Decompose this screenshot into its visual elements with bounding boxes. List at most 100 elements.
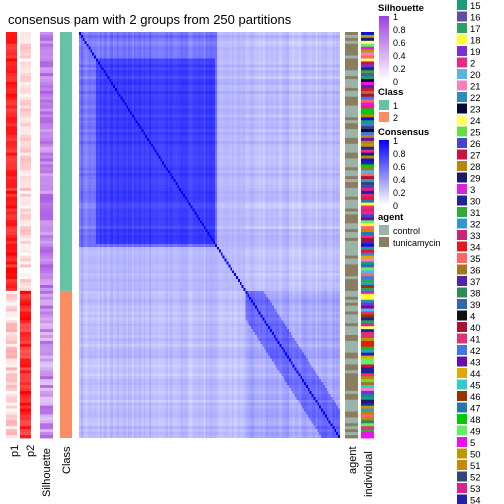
p1-cell [6,243,17,248]
individual-label: 22 [470,93,481,104]
p1-cell [6,299,17,304]
p1-cell [6,161,17,165]
p1-cell [6,335,17,339]
silhouette-cell [40,161,53,165]
silhouette-annotation-column [40,32,53,439]
silhouette-cell [40,308,53,312]
individual-cell [361,402,374,407]
agent-cell [345,314,358,318]
agent-cell [345,364,358,368]
silhouette-cell [40,320,53,324]
p1-cell [6,32,17,36]
individual-label: 41 [470,335,481,346]
p1-cell [6,229,17,233]
agent-cell [345,193,358,198]
individual-swatch [457,264,467,275]
p2-cell [20,46,31,51]
agent-cell [345,308,358,312]
silhouette-cell [40,423,53,427]
silhouette-cell [40,143,53,148]
p1-cell [6,332,17,336]
individual-swatch [457,230,467,240]
silhouette-cell [40,349,53,354]
p2-cell [20,37,31,42]
individual-label: 21 [470,82,481,93]
individual-swatch [457,310,467,321]
agent-cell [345,182,358,186]
agent-cell [345,287,358,292]
individual-swatch [457,379,467,390]
p1-cell [6,293,17,298]
silhouette-cell [40,249,53,254]
agent-cell [345,108,358,112]
individual-cell [361,408,374,412]
individual-cell [361,143,374,148]
p1-label: p1 [9,445,21,457]
individual-swatch [457,195,467,206]
silhouette-cell [40,108,53,112]
p1-cell [6,390,17,395]
p2-cell [20,320,31,324]
agent-cell [345,396,358,401]
silhouette-cell [40,299,53,304]
individual-swatch [457,425,467,436]
p1-cell [6,184,17,189]
silhouette-cell [40,73,53,77]
individual-label: 39 [470,300,481,311]
agent-cell [345,335,358,339]
p2-cell [20,326,31,330]
individual-cell [361,435,374,439]
agent-cell [345,170,358,174]
p2-cell [20,49,31,53]
agent-cell [345,367,358,371]
p2-cell [20,217,31,221]
individual-cell [361,117,374,121]
p2-cell [20,55,31,59]
individual-cell [361,320,374,324]
individual-cell [361,299,374,304]
individual-label: 32 [470,220,481,231]
agent-cell [345,155,358,159]
p1-cell [6,267,17,271]
p1-cell [6,246,17,251]
agent-cell [345,117,358,121]
individual-cell [361,252,374,256]
individual-cell [361,214,374,218]
agent-cell [345,90,358,95]
individual-cell [361,146,374,151]
silhouette-cell [40,267,53,271]
p1-cell [6,79,17,83]
individual-cell [361,176,374,180]
p2-cell [20,73,31,77]
individual-cell [361,258,374,262]
individual-cell [361,120,374,124]
p1-cell [6,90,17,95]
p1-cell [6,182,17,186]
silhouette-cell [40,229,53,233]
p1-cell [6,170,17,174]
agent-cell [345,111,358,115]
agent-cell [345,382,358,386]
p2-cell [20,361,31,365]
silhouette-cell [40,290,53,295]
individual-swatch [457,299,467,309]
individual-cell [361,382,374,386]
individual-label: 52 [470,473,481,484]
silhouette-cell [40,117,53,121]
p2-cell [20,243,31,248]
agent-cell [345,164,358,168]
p2-cell [20,364,31,368]
individual-cell [361,223,374,227]
individual-cell [361,49,374,53]
p1-annotation-column [6,32,17,439]
p1-cell [6,120,17,124]
individual-cell [361,43,374,48]
individual-swatch [457,333,467,344]
individual-cell [361,196,374,201]
silhouette-legend-title: Silhouette [378,3,424,14]
silhouette-cell [40,279,53,283]
silhouette-cell [40,87,53,92]
individual-cell [361,243,374,248]
p1-cell [6,167,17,171]
silhouette-cell [40,49,53,53]
